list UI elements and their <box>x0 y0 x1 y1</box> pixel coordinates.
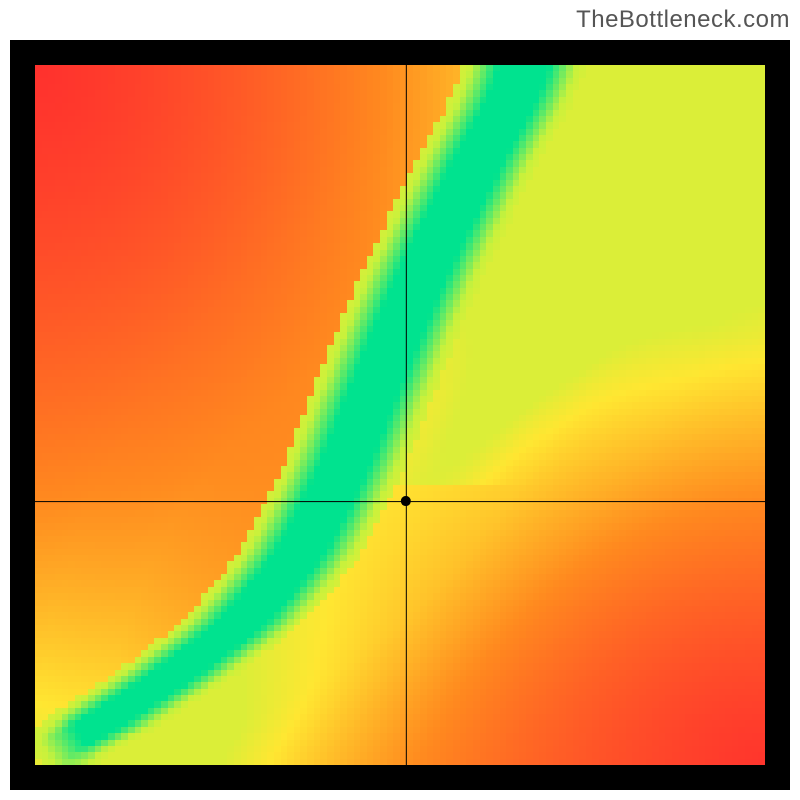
bottleneck-heatmap <box>35 65 765 765</box>
watermark-text: TheBottleneck.com <box>576 6 790 34</box>
plot-black-border <box>10 40 790 790</box>
